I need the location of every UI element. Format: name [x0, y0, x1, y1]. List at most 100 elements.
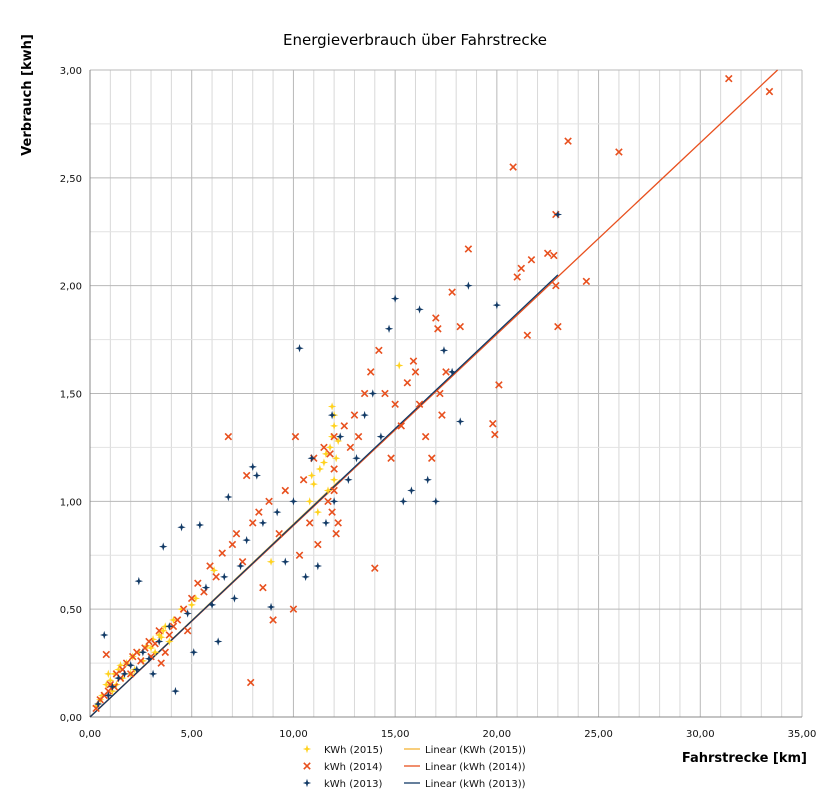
data-point — [329, 497, 339, 506]
data-point — [220, 572, 229, 582]
x-tick-label: 5,00 — [181, 729, 203, 740]
marker-stroke — [248, 519, 257, 527]
data-point — [375, 346, 383, 355]
data-point — [108, 682, 117, 692]
data-point — [331, 454, 341, 463]
marker-stroke — [303, 762, 311, 770]
data-point — [399, 497, 408, 506]
data-point — [206, 562, 214, 570]
marker-stroke — [330, 465, 338, 473]
data-point — [146, 643, 156, 653]
data-point — [332, 529, 340, 538]
marker-stroke — [305, 519, 314, 527]
x-tick-label: 20,00 — [483, 729, 512, 740]
data-point — [321, 518, 331, 528]
data-point — [246, 678, 255, 687]
data-point — [307, 454, 316, 463]
data-point — [301, 572, 310, 582]
marker-stroke — [179, 605, 188, 613]
series-group — [92, 74, 774, 713]
marker-stroke — [224, 432, 233, 441]
marker-stroke — [564, 137, 572, 145]
data-point — [371, 564, 379, 572]
data-point — [281, 486, 290, 495]
marker-stroke — [183, 626, 192, 635]
data-point — [346, 443, 355, 452]
data-point — [281, 557, 290, 566]
marker-stroke — [137, 657, 145, 665]
marker-stroke — [320, 443, 328, 452]
data-point — [114, 673, 123, 683]
marker-stroke — [432, 314, 440, 322]
marker-stroke — [391, 400, 399, 409]
marker-stroke — [434, 325, 442, 333]
data-point — [315, 464, 325, 474]
data-point — [432, 314, 440, 322]
data-point — [183, 609, 192, 618]
data-point — [554, 322, 562, 331]
marker-stroke — [427, 454, 436, 462]
data-point — [439, 346, 449, 355]
data-point — [93, 699, 103, 709]
data-point — [384, 324, 394, 333]
marker-stroke — [464, 245, 473, 253]
marker-stroke — [489, 419, 497, 428]
data-point — [299, 476, 308, 484]
y-tick-label: 0,50 — [60, 605, 82, 616]
data-point — [104, 687, 113, 695]
data-point — [104, 691, 113, 700]
data-point — [509, 163, 517, 171]
x-tick-label: 15,00 — [381, 729, 410, 740]
data-point — [173, 616, 182, 624]
data-point — [334, 519, 342, 527]
data-point — [212, 573, 220, 581]
marker-stroke — [218, 549, 226, 557]
data-point — [333, 436, 343, 446]
data-point — [314, 540, 322, 549]
data-point — [154, 630, 164, 640]
marker-stroke — [232, 529, 241, 538]
data-point — [329, 421, 339, 431]
data-point — [138, 648, 148, 657]
grid-lines — [89, 69, 803, 718]
data-point — [102, 650, 111, 659]
data-point — [305, 519, 314, 527]
marker-stroke — [456, 322, 465, 331]
data-point — [523, 331, 532, 340]
data-point — [213, 637, 223, 646]
y-tick-label: 1,50 — [60, 390, 82, 401]
marker-stroke — [436, 389, 444, 398]
data-point — [295, 551, 304, 560]
data-point — [423, 475, 432, 484]
data-point — [269, 616, 277, 624]
data-point — [258, 518, 268, 528]
data-point — [527, 256, 536, 264]
data-point — [159, 626, 168, 635]
data-point — [415, 400, 424, 409]
marker-stroke — [102, 650, 111, 659]
marker-stroke — [255, 508, 263, 516]
data-point — [319, 458, 329, 467]
marker-stroke — [543, 249, 552, 258]
marker-stroke — [366, 368, 375, 376]
data-point — [330, 465, 338, 473]
data-point — [100, 630, 109, 640]
data-points — [91, 74, 774, 713]
data-point — [148, 669, 158, 679]
data-point — [194, 579, 202, 588]
marker-stroke — [212, 573, 220, 581]
marker-stroke — [554, 322, 562, 331]
data-point — [144, 654, 154, 663]
y-tick-label: 2,50 — [60, 174, 82, 185]
data-point — [615, 148, 623, 156]
legend-label: Linear (kWh (2013)) — [425, 779, 526, 790]
data-point — [448, 288, 456, 296]
data-point — [464, 245, 473, 253]
data-point — [491, 430, 499, 439]
data-point — [327, 410, 337, 420]
marker-stroke — [513, 273, 521, 281]
marker-stroke — [330, 486, 338, 495]
data-point — [165, 622, 174, 631]
data-point — [133, 648, 141, 657]
data-point — [169, 615, 178, 625]
